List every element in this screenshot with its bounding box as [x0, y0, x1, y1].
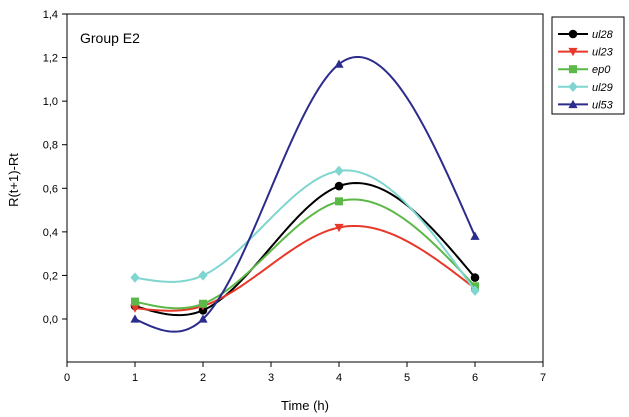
y-tick-label: 1,0 — [43, 96, 58, 108]
data-point-ul29 — [130, 272, 140, 283]
series-line-ul23 — [134, 224, 476, 312]
data-point-ul29 — [334, 165, 344, 177]
data-point-ep0 — [199, 299, 207, 308]
data-point-ul29 — [470, 285, 480, 296]
data-point-ul53 — [334, 59, 344, 68]
legend-item-ul28: ul28 — [558, 29, 614, 41]
legend: ul28 ul23 ep0 ul29 ul53 — [551, 16, 625, 115]
legend-marker — [568, 81, 578, 92]
legend-marker — [568, 99, 578, 109]
legend-marker — [568, 29, 578, 39]
data-point-ul53 — [198, 314, 208, 323]
x-tick-label: 7 — [540, 372, 546, 384]
series-ul29 — [130, 165, 480, 296]
y-tick-label: 0,4 — [43, 227, 58, 239]
y-tick-label: 1,4 — [43, 9, 58, 21]
legend-item-ul53: ul53 — [558, 99, 614, 111]
y-tick-label: 0,8 — [43, 140, 58, 152]
legend-item-ul23: ul23 — [558, 47, 614, 59]
series-lines — [130, 55, 480, 333]
x-tick-label: 1 — [132, 372, 138, 384]
y-tick-label: 0,6 — [43, 183, 58, 195]
data-point-ul53 — [130, 314, 140, 323]
legend-marker — [568, 47, 578, 57]
y-axis-title: R(t+1)-Rt — [6, 153, 21, 207]
series-line-ep0 — [134, 198, 476, 310]
legend-label: ul28 — [592, 29, 614, 41]
data-point-ul28 — [470, 273, 480, 282]
legend-item-ul29: ul29 — [558, 81, 613, 94]
series-ul53 — [130, 55, 480, 333]
series-ul28 — [130, 181, 480, 317]
x-axis-title: Time (h) — [281, 398, 329, 413]
group-label: Group E2 — [80, 30, 140, 46]
y-tick-label: 1,2 — [43, 53, 58, 65]
x-tick-label: 0 — [64, 372, 70, 384]
y-tick-label: 0,0 — [43, 314, 58, 326]
legend-label: ul23 — [592, 47, 614, 59]
data-point-ep0 — [335, 197, 343, 206]
data-point-ul29 — [198, 270, 208, 281]
data-point-ul23 — [130, 304, 140, 313]
series-line-ul53 — [134, 55, 476, 333]
data-point-ul23 — [334, 223, 344, 233]
y-tick-label: 0,2 — [43, 270, 58, 282]
legend-box — [551, 16, 625, 115]
x-tick-label: 2 — [200, 372, 206, 384]
x-tick-label: 3 — [268, 372, 274, 384]
y-axis: 0,0 0,2 0,4 0,6 0,8 1,0 1,2 1,4 — [43, 9, 67, 326]
x-axis: 0 1 2 3 4 5 6 7 — [64, 362, 546, 384]
data-point-ul53 — [470, 231, 480, 240]
legend-marker — [569, 65, 577, 74]
legend-label: ul29 — [592, 82, 613, 94]
x-tick-label: 5 — [404, 372, 410, 384]
legend-item-ep0: ep0 — [558, 64, 611, 76]
data-point-ul28 — [334, 181, 344, 191]
legend-label: ep0 — [592, 64, 611, 76]
x-tick-label: 4 — [336, 372, 342, 384]
series-line-ul28 — [134, 181, 476, 317]
data-point-ep0 — [131, 297, 139, 306]
legend-label: ul53 — [592, 99, 614, 111]
x-tick-label: 6 — [472, 372, 478, 384]
series-line-ul29 — [134, 169, 476, 292]
